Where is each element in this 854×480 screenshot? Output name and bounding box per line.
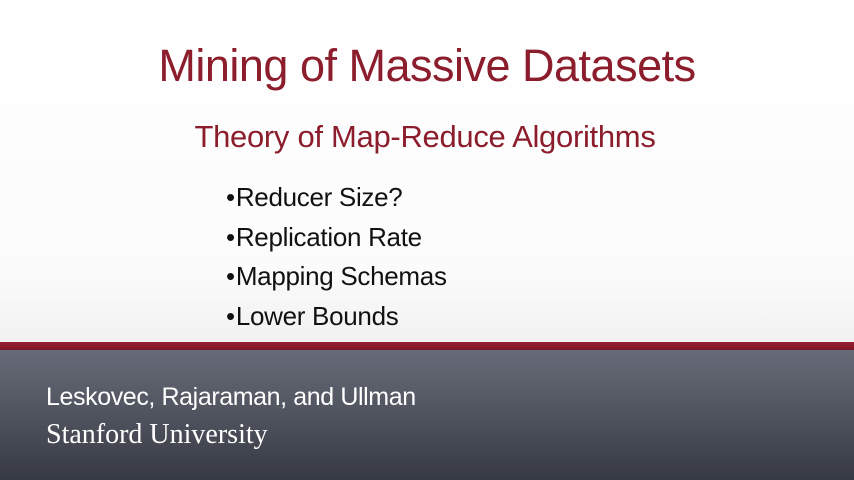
institution-name: Stanford University bbox=[46, 419, 268, 450]
bullet-list: •Reducer Size? •Replication Rate •Mappin… bbox=[226, 178, 447, 336]
authors-line: Leskovec, Rajaraman, and Ullman bbox=[46, 383, 416, 411]
bullet-dot-icon: • bbox=[226, 261, 235, 291]
bullet-dot-icon: • bbox=[226, 221, 235, 252]
bullet-dot-icon: • bbox=[226, 182, 235, 212]
bullet-item: •Reducer Size? bbox=[226, 178, 447, 218]
bullet-label: Replication Rate bbox=[235, 221, 422, 252]
bullet-dot-icon: • bbox=[226, 300, 235, 331]
bullet-label: Mapping Schemas bbox=[235, 261, 447, 291]
slide-content-area: Mining of Massive Datasets Theory of Map… bbox=[0, 0, 854, 342]
slide-title: Mining of Massive Datasets bbox=[158, 40, 696, 91]
accent-divider bbox=[0, 342, 854, 350]
bullet-item: •Replication Rate bbox=[226, 218, 447, 258]
bullet-item: •Mapping Schemas bbox=[226, 257, 447, 297]
bullet-label: Lower Bounds bbox=[235, 300, 399, 331]
bullet-item: •Lower Bounds bbox=[226, 297, 447, 337]
bullet-label: Reducer Size? bbox=[235, 182, 403, 212]
footer-banner: Leskovec, Rajaraman, and Ullman Stanford… bbox=[0, 350, 854, 480]
slide-subtitle: Theory of Map-Reduce Algorithms bbox=[194, 119, 656, 154]
